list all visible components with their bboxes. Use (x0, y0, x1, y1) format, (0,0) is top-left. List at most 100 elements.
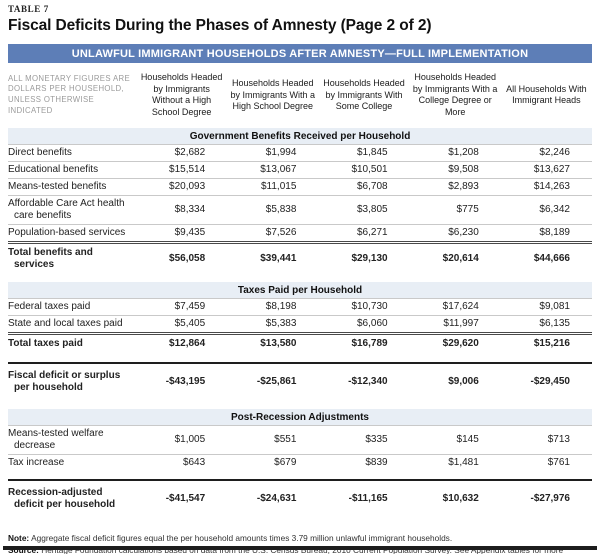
table-row: Means-tested welfare decrease $1,005 $55… (8, 424, 592, 454)
table-row: Direct benefits $2,682 $1,994 $1,845 $1,… (8, 143, 592, 161)
cell-value: $839 (365, 457, 388, 469)
cell-value: $679 (274, 457, 297, 469)
cell-value: $1,845 (357, 147, 388, 159)
row-label: Total benefits and services (8, 246, 93, 270)
cell-value: $6,708 (357, 181, 388, 193)
table-row-recession-adjusted-deficit: Recession-adjusted deficit per household… (8, 478, 592, 519)
cell-value: -$25,861 (256, 376, 297, 388)
cell-value: $9,435 (174, 227, 206, 239)
row-label: Means-tested welfare decrease (8, 427, 104, 451)
cell-value: -$24,631 (256, 493, 297, 505)
cell-value: $6,342 (539, 204, 570, 216)
cell-value: -$27,976 (530, 493, 570, 505)
table-row-total-taxes: Total taxes paid $12,864 $13,580 $16,789… (8, 331, 592, 354)
column-header: Households Headed by Immigrants Without … (140, 72, 223, 118)
row-label: Fiscal deficit or surplus per household (8, 369, 121, 393)
cell-value: $335 (365, 434, 388, 446)
cell-value: $1,005 (174, 434, 206, 446)
cell-value: $11,997 (443, 318, 479, 330)
table-number-label: TABLE 7 (8, 4, 49, 14)
cell-value: $1,994 (265, 147, 297, 159)
cell-value: $10,730 (351, 301, 388, 313)
table-row: Population-based services $9,435 $7,526 … (8, 223, 592, 241)
table-row: Tax increase $643 $679 $839 $1,481 $761 (8, 453, 592, 471)
cell-value: $8,189 (539, 227, 570, 239)
table-row: Affordable Care Act health care benefits… (8, 194, 592, 224)
cell-value: $643 (182, 457, 206, 469)
cell-value: $13,627 (533, 164, 570, 176)
cell-value: $2,682 (174, 147, 206, 159)
row-label: Educational benefits (8, 163, 99, 175)
row-label: Direct benefits (8, 146, 72, 158)
cell-value: -$43,195 (165, 376, 206, 388)
cell-value: $1,208 (448, 147, 479, 159)
cell-value: $9,081 (539, 301, 570, 313)
cell-value: $3,805 (357, 204, 388, 216)
cell-value: $5,383 (265, 318, 297, 330)
table-row: Means-tested benefits $20,093 $11,015 $6… (8, 177, 592, 195)
cell-value: $1,481 (448, 457, 479, 469)
row-label: State and local taxes paid (8, 317, 123, 329)
cell-value: $7,459 (174, 301, 206, 313)
table-row-fiscal-deficit: Fiscal deficit or surplus per household … (8, 361, 592, 402)
monetary-figures-note: ALL MONETARY FIGURES ARE DOLLARS PER HOU… (8, 73, 131, 116)
table-row: Educational benefits $15,514 $13,067 $10… (8, 160, 592, 178)
section-header-post-recession: Post-Recession Adjustments (8, 408, 592, 425)
row-label: Total taxes paid (8, 337, 83, 349)
cell-value: $13,067 (260, 164, 297, 176)
cell-value: $5,838 (265, 204, 297, 216)
cell-value: $12,864 (169, 338, 206, 350)
cell-value: $10,501 (351, 164, 388, 176)
cell-value: $44,666 (533, 253, 570, 265)
section-header-government-benefits: Government Benefits Received per Househo… (8, 127, 592, 144)
cell-value: $5,405 (174, 318, 206, 330)
column-header: Households Headed by Immigrants With a H… (230, 77, 316, 112)
row-label: Recession-adjusted deficit per household (8, 486, 116, 510)
cell-value: $13,580 (260, 338, 297, 350)
cell-value: $9,006 (448, 376, 479, 388)
cell-value: $551 (274, 434, 297, 446)
cell-value: $16,789 (351, 338, 388, 350)
footnotes: Note: Aggregate fiscal deficit figures e… (8, 532, 583, 554)
table-row: Federal taxes paid $7,459 $8,198 $10,730… (8, 297, 592, 315)
cell-value: $6,271 (357, 227, 388, 239)
page-title: Fiscal Deficits During the Phases of Amn… (8, 17, 432, 34)
cell-value: $17,624 (442, 301, 479, 313)
cell-value: $15,514 (169, 164, 206, 176)
section-header-taxes-paid: Taxes Paid per Household (8, 281, 592, 298)
table-row: State and local taxes paid $5,405 $5,383… (8, 314, 592, 332)
cell-value: $8,198 (265, 301, 297, 313)
note-text: Aggregate fiscal deficit figures equal t… (31, 532, 453, 543)
cell-value: $6,060 (357, 318, 388, 330)
cell-value: $6,135 (539, 318, 570, 330)
cell-value: $29,130 (351, 253, 388, 265)
row-label: Population-based services (8, 226, 126, 238)
column-header-row: ALL MONETARY FIGURES ARE DOLLARS PER HOU… (8, 63, 592, 128)
row-label: Federal taxes paid (8, 300, 91, 312)
cell-value: $10,632 (442, 493, 479, 505)
row-label: Tax increase (8, 456, 65, 468)
cell-value: $775 (456, 204, 479, 216)
cell-value: $2,246 (539, 147, 570, 159)
column-header: All Households With Immigrant Heads (506, 83, 587, 106)
cell-value: $39,441 (260, 253, 297, 265)
cell-value: $11,015 (260, 181, 297, 193)
row-label: Means-tested benefits (8, 180, 107, 192)
cell-value: $145 (456, 434, 479, 446)
cell-value: $14,263 (533, 181, 570, 193)
table-banner: UNLAWFUL IMMIGRANT HOUSEHOLDS AFTER AMNE… (8, 44, 592, 63)
cell-value: $56,058 (169, 253, 206, 265)
table-row-total-benefits: Total benefits and services $56,058 $39,… (8, 240, 592, 275)
cell-value: $20,093 (169, 181, 206, 193)
cell-value: $8,334 (174, 204, 206, 216)
cell-value: -$11,165 (348, 493, 388, 505)
cell-value: -$12,340 (348, 376, 388, 388)
note-label: Note: (8, 532, 30, 543)
cell-value: $9,508 (448, 164, 479, 176)
column-header: Households Headed by Immigrants With a C… (412, 72, 498, 118)
cell-value: -$41,547 (165, 493, 206, 505)
cell-value: $15,216 (533, 338, 570, 350)
cell-value: $6,230 (448, 227, 479, 239)
row-label: Affordable Care Act health care benefits (8, 197, 125, 221)
